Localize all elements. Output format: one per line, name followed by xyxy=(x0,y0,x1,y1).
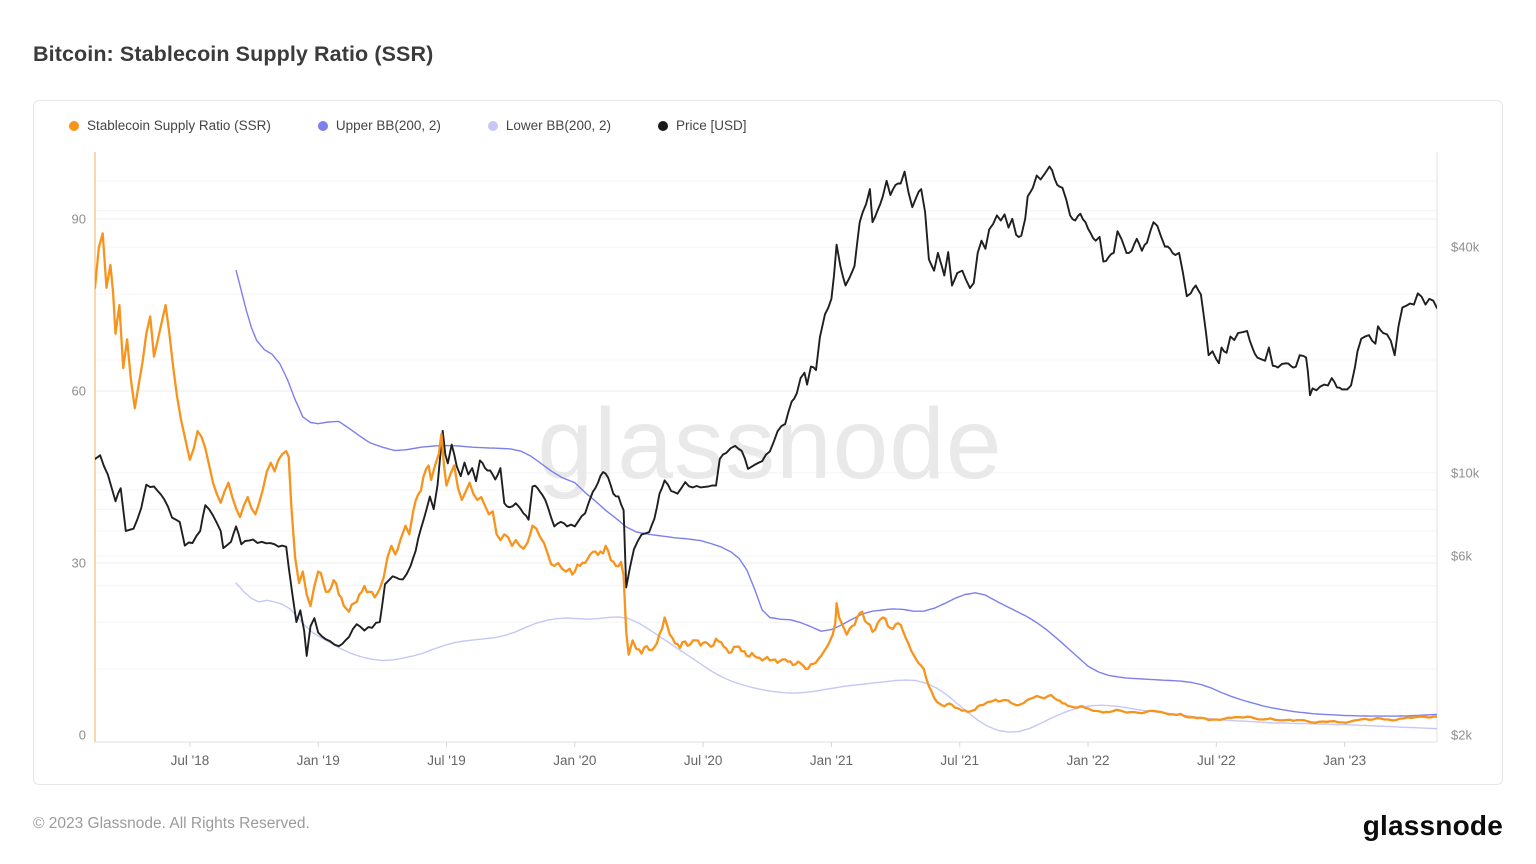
y-right-tick-label: $2k xyxy=(1451,728,1472,743)
copyright-text: © 2023 Glassnode. All Rights Reserved. xyxy=(33,815,310,832)
series-line-3 xyxy=(95,232,1437,724)
glassnode-logo: glassnode xyxy=(1362,810,1503,841)
y-left-tick-label: 60 xyxy=(72,384,86,399)
series-line-2 xyxy=(95,165,1437,657)
y-right-tick-label: $40k xyxy=(1451,240,1480,255)
y-right-tick-label: $10k xyxy=(1451,465,1480,480)
legend-item-1[interactable]: Upper BB(200, 2) xyxy=(317,118,441,133)
y-left-tick-label: 90 xyxy=(72,212,86,227)
legend-item-0[interactable]: Stablecoin Supply Ratio (SSR) xyxy=(69,118,271,133)
x-tick-label: Jan '23 xyxy=(1323,753,1366,768)
x-tick-label: Jul '18 xyxy=(171,753,210,768)
x-tick-label: Jul '21 xyxy=(940,753,979,768)
legend-label: Upper BB(200, 2) xyxy=(335,118,441,133)
legend-label: Price [USD] xyxy=(675,118,747,133)
x-tick-label: Jan '20 xyxy=(553,753,596,768)
legend-dot-icon xyxy=(69,120,79,131)
x-tick-label: Jan '21 xyxy=(810,753,853,768)
series-group xyxy=(95,165,1437,733)
watermark: glassnode xyxy=(538,388,1003,500)
x-tick-label: Jan '22 xyxy=(1066,753,1109,768)
page-title: Bitcoin: Stablecoin Supply Ratio (SSR) xyxy=(33,42,434,66)
legend-dot-icon xyxy=(317,120,328,131)
chart-card xyxy=(33,100,1503,785)
y-left-tick-label: 30 xyxy=(72,556,86,571)
legend-item-2[interactable]: Lower BB(200, 2) xyxy=(487,118,611,133)
legend-item-3[interactable]: Price [USD] xyxy=(657,118,747,133)
legend-dot-icon xyxy=(657,120,668,131)
x-tick-label: Jan '19 xyxy=(297,753,340,768)
legend-dot-icon xyxy=(487,120,498,131)
legend-label: Lower BB(200, 2) xyxy=(505,118,611,133)
y-right-tick-label: $6k xyxy=(1451,549,1472,564)
chart-legend: Stablecoin Supply Ratio (SSR) Upper BB(20… xyxy=(69,118,746,133)
legend-label: Stablecoin Supply Ratio (SSR) xyxy=(87,118,271,133)
x-tick-label: Jul '22 xyxy=(1197,753,1236,768)
x-tick-label: Jul '19 xyxy=(427,753,466,768)
x-tick-label: Jul '20 xyxy=(684,753,723,768)
y-left-tick-label: 0 xyxy=(79,728,86,743)
